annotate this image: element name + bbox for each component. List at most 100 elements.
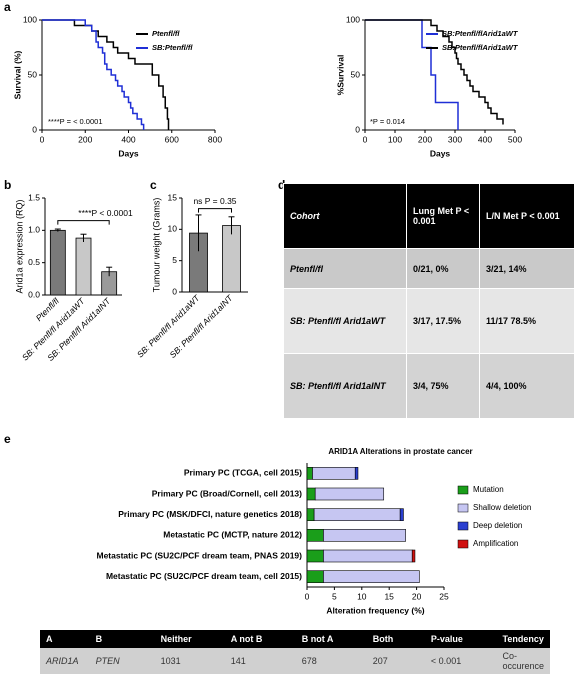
y-tick-label: 1.5 (28, 192, 40, 202)
bar-segment (312, 467, 356, 480)
bar-segment (323, 549, 413, 563)
bar-segment (313, 508, 401, 521)
significance-bracket (198, 208, 232, 213)
bar-segment (399, 508, 404, 521)
x-tick-label: 0 (305, 591, 310, 601)
survival-curve (42, 19, 145, 130)
x-tick-label: 400 (121, 134, 135, 144)
x-axis-label: Alteration frequency (%) (326, 605, 424, 615)
legend-label: SB:Ptenfl/fl (152, 43, 193, 52)
bar-segment (306, 529, 324, 542)
x-tick-label: 100 (388, 134, 402, 144)
annotation: ****P < 0.0001 (78, 208, 133, 218)
table-cell: Ptenfl/fl (283, 248, 407, 289)
table-row: SB: Ptenfl/fl Arid1aWT 3/17, 17.5% 11/17 7… (283, 288, 575, 354)
y-tick-label: 0 (355, 124, 360, 134)
legend-label: Deep deletion (473, 521, 522, 530)
x-tick-label: 400 (478, 134, 492, 144)
table-cell: 141 (224, 648, 296, 674)
table-cell: Tendency (496, 630, 550, 648)
table-cell: A not B (224, 630, 296, 648)
x-tick-label: 0 (40, 134, 45, 144)
table-row: ARID1A PTEN 1031 141 678 207 < 0.001 Co-occuren… (40, 648, 550, 674)
x-tick-label: SB: Ptenfl/fl Arid1aWT (135, 292, 202, 359)
y-tick-label: 15 (168, 192, 178, 202)
x-tick-label: 20 (412, 591, 422, 601)
legend-swatch (457, 503, 469, 513)
legend-swatch (457, 485, 469, 495)
legend-label: SB:Ptenfl/flArid1aWT (442, 43, 519, 52)
table-cell: Cohort (283, 183, 407, 249)
x-tick-label: 600 (165, 134, 179, 144)
y-tick-label: 10 (168, 224, 178, 234)
panel-label: c (150, 178, 157, 192)
x-tick-label: 300 (448, 134, 462, 144)
bar-segment (354, 467, 359, 480)
legend-swatch (457, 521, 469, 531)
y-tick-label: 50 (28, 69, 38, 79)
x-tick-label: 200 (78, 134, 92, 144)
x-axis-label: Days (430, 148, 451, 158)
cohort-table: Cohort Lung Met P < 0.001 L/N Met P < 0.00… (283, 183, 575, 419)
annotation: *P = 0.014 (370, 117, 405, 126)
y-tick-label: 100 (23, 14, 37, 24)
panel-label: d (278, 178, 285, 192)
legend-label: Ptenfl/fl (152, 29, 180, 38)
x-tick-label: 5 (332, 591, 337, 601)
y-tick-label: 0.5 (28, 257, 40, 267)
x-tick-label: 25 (439, 591, 449, 601)
table-cell: ARID1A (40, 648, 90, 674)
legend-label: Shallow deletion (473, 503, 531, 512)
x-tick-label: 15 (384, 591, 394, 601)
table-cell: 3/17, 17.5% (406, 288, 480, 354)
y-axis-label: Arid1a expression (RQ) (14, 199, 24, 293)
table-cell: P-value (424, 630, 497, 648)
panel-label: e (4, 432, 11, 446)
table-cell: B (89, 630, 155, 648)
bar-segment (306, 549, 324, 563)
bar-segment (323, 570, 420, 583)
y-tick-label: 100 (346, 14, 360, 24)
x-tick-label: SB: Ptenfl/fl Arid1aINT (168, 292, 236, 360)
table-cell: 4/4, 100% (479, 353, 575, 419)
table-cell: 3/4, 75% (406, 353, 480, 419)
table-cell: 11/17 78.5% (479, 288, 575, 354)
x-tick-label: 800 (208, 134, 222, 144)
y-tick-label: 0.0 (28, 289, 40, 299)
survival-curve (365, 19, 504, 125)
panel-label: b (4, 178, 11, 192)
y-axis-label: %Survival (335, 55, 345, 96)
category-label: Primary PC (TCGA, cell 2015) (184, 468, 302, 478)
y-tick-label: 0 (172, 286, 177, 296)
table-cell: 1031 (154, 648, 225, 674)
table-cell: 678 (295, 648, 367, 674)
legend-swatch (457, 539, 469, 549)
bar-segment (323, 529, 406, 542)
table-cell: A (40, 630, 90, 648)
significance-bracket (57, 220, 110, 225)
bar-segment (306, 487, 316, 501)
bar (222, 225, 241, 293)
chart-title: ARID1A Alterations in prostate cancer (328, 447, 472, 456)
annotation: ****P = < 0.0001 (48, 117, 103, 126)
survival-curve (42, 19, 170, 130)
legend-label: Mutation (473, 485, 504, 494)
table-cell: Lung Met P < 0.001 (406, 183, 480, 249)
bar-segment (306, 508, 315, 521)
table-cell: Co-occurence (496, 648, 550, 674)
annotation: ns P = 0.35 (193, 196, 236, 206)
bar-segment (411, 549, 416, 563)
bar (75, 237, 92, 296)
bar-segment (306, 570, 324, 583)
category-label: Primary PC (Broad/Cornell, cell 2013) (152, 488, 302, 498)
table-cell: Neither (154, 630, 225, 648)
table-cell: B not A (295, 630, 367, 648)
table-row: Cohort Lung Met P < 0.001 L/N Met P < 0.00… (283, 183, 575, 249)
x-tick-label: 200 (418, 134, 432, 144)
y-tick-label: 5 (172, 255, 177, 265)
y-tick-label: 50 (351, 69, 361, 79)
table-cell: 207 (366, 648, 425, 674)
